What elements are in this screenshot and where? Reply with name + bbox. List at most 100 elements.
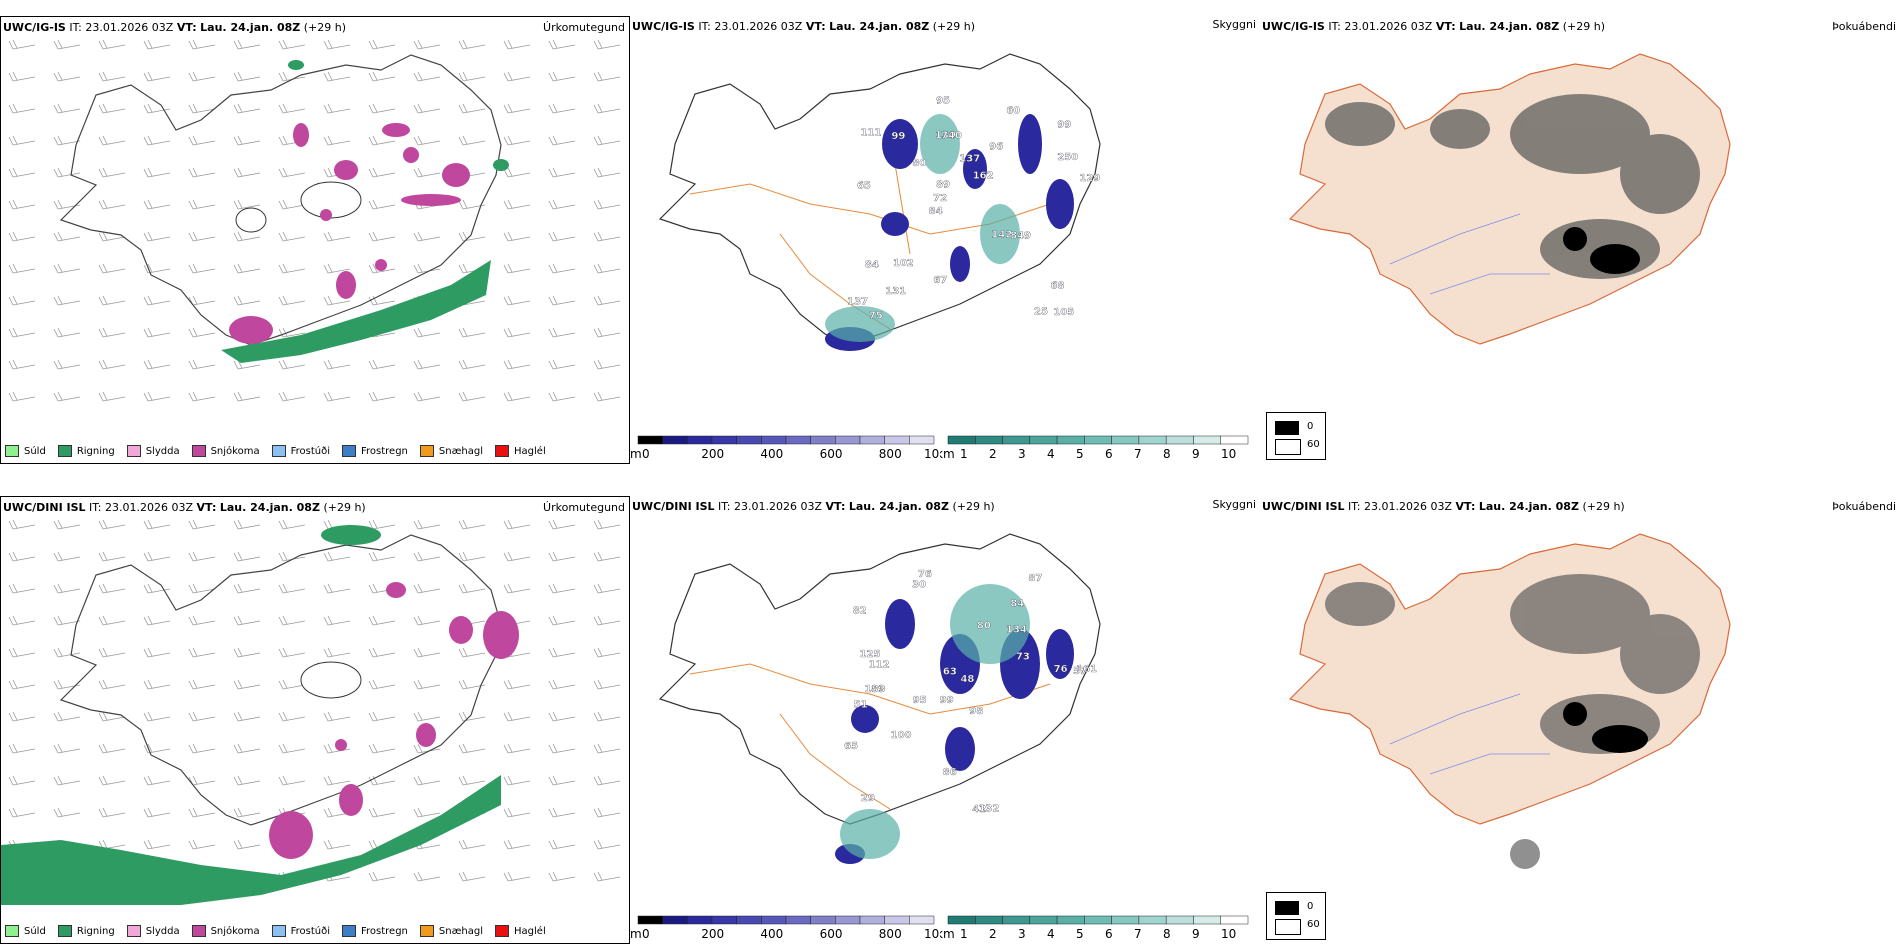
wind-barb [548,103,576,114]
height-colorbar-cell [810,435,836,445]
wind-barb [548,743,576,754]
iceland-outline [658,53,1101,345]
wind-barb [503,743,531,754]
visibility-unit: km [940,927,955,941]
wind-barb [233,519,261,530]
wind-barb [323,391,351,402]
wind-barb [233,679,261,690]
wind-barb [8,711,36,722]
wind-barb [593,551,621,562]
wind-barb [278,775,306,786]
legend-swatch [495,925,510,937]
fog-legend-high-swatch [1275,901,1299,915]
wind-barb [8,519,36,530]
wind-barb [593,135,621,146]
wind-barb [503,327,531,338]
legend-item: Frostregn [342,445,408,457]
cloud-height-label: 100 [891,730,912,741]
wind-barb [323,39,351,50]
wind-barb [458,775,486,786]
height-tick-label: 200 [701,447,724,461]
height-colorbar-cell [761,435,787,445]
cloud-height-label: 112 [869,660,890,671]
wind-barb [53,679,81,690]
legend-swatch [342,445,356,457]
wind-barb [593,615,621,626]
colorbars-top: m0 200 400 600 800 1000 km 1 2 3 4 5 6 7 8 9 10 [630,434,1260,462]
height-colorbar-cell [711,915,737,925]
cloud-height-label: 849 [1010,231,1031,242]
wind-barb [323,71,351,82]
wind-barb [593,295,621,306]
wind-barb [278,679,306,690]
fog-panel-top: UWC/IG-IS IT: 23.01.2026 03Z VT: Lau. 24… [1260,16,1900,436]
wind-barb [233,551,261,562]
fog-legend-low: 60 [1307,439,1320,450]
height-colorbar-cell [835,915,861,925]
legend-swatch [271,445,286,457]
visibility-tick-label: 7 [1134,447,1142,461]
wind-barb [143,711,171,722]
wind-barb [278,39,306,50]
wind-barb [413,135,441,146]
visibility-tick-label: 5 [1076,447,1084,461]
wind-barb [368,551,396,562]
wind-barb [368,871,396,882]
wind-barb [233,583,261,594]
height-tick-label: 200 [701,927,724,941]
wind-barb [548,295,576,306]
wind-barb [503,167,531,178]
cloud-height-label: 84 [1010,598,1024,609]
visibility-colorbar-cell [1111,435,1140,445]
wind-barb [413,775,441,786]
wind-barb [323,231,351,242]
visibility-tick-label: 6 [1105,447,1113,461]
cloud-height-label: 142 [991,229,1012,240]
cloud-height-label: 30 [912,580,926,591]
wind-barb [8,615,36,626]
height-colorbar: m0 200 400 600 800 1000 [630,915,940,941]
visibility-colorbar-cell [1029,915,1058,925]
wind-barb [548,711,576,722]
wind-barb [188,743,216,754]
wind-barb [53,519,81,530]
wind-barb [413,39,441,50]
wind-barb [143,743,171,754]
cloud-height-label: 68 [1050,280,1064,291]
wind-barb [53,327,81,338]
legend-item: Súld [5,445,46,457]
visibility-tick-label: 3 [1018,927,1026,941]
wind-barb [8,263,36,274]
fog-legend-high-swatch [1275,421,1299,435]
wind-barb [53,167,81,178]
iceland-outline [59,534,502,826]
cloud-height-label: 96 [989,141,1003,152]
wind-barb [278,167,306,178]
legend-item: Slydda [126,445,180,457]
wind-barb [458,39,486,50]
wind-barb [53,551,81,562]
wind-barb [593,71,621,82]
wind-barb [143,775,171,786]
wind-barb [368,711,396,722]
legend-swatch [126,445,141,457]
visibility-tick-label: 9 [1192,927,1200,941]
panel-header: UWC/IG-IS IT: 23.01.2026 03Z VT: Lau. 24… [3,21,347,34]
wind-barb [278,391,306,402]
wind-barb [8,39,36,50]
wind-barb [8,103,36,114]
wind-barb [368,295,396,306]
wind-barb [143,583,171,594]
wind-barb [548,615,576,626]
cloud-panel-top: UWC/IG-IS IT: 23.01.2026 03Z VT: Lau. 24… [630,16,1260,436]
wind-barb [143,327,171,338]
cloud-height-label: 183 [864,684,885,695]
wind-barb [593,167,621,178]
legend-item: Snjókoma [191,925,260,937]
wind-barb [548,839,576,850]
wind-barb [368,263,396,274]
wind-barb [503,583,531,594]
cloud-height-label: 80 [977,620,991,631]
wind-barb [458,231,486,242]
height-colorbar-cell [785,435,811,445]
